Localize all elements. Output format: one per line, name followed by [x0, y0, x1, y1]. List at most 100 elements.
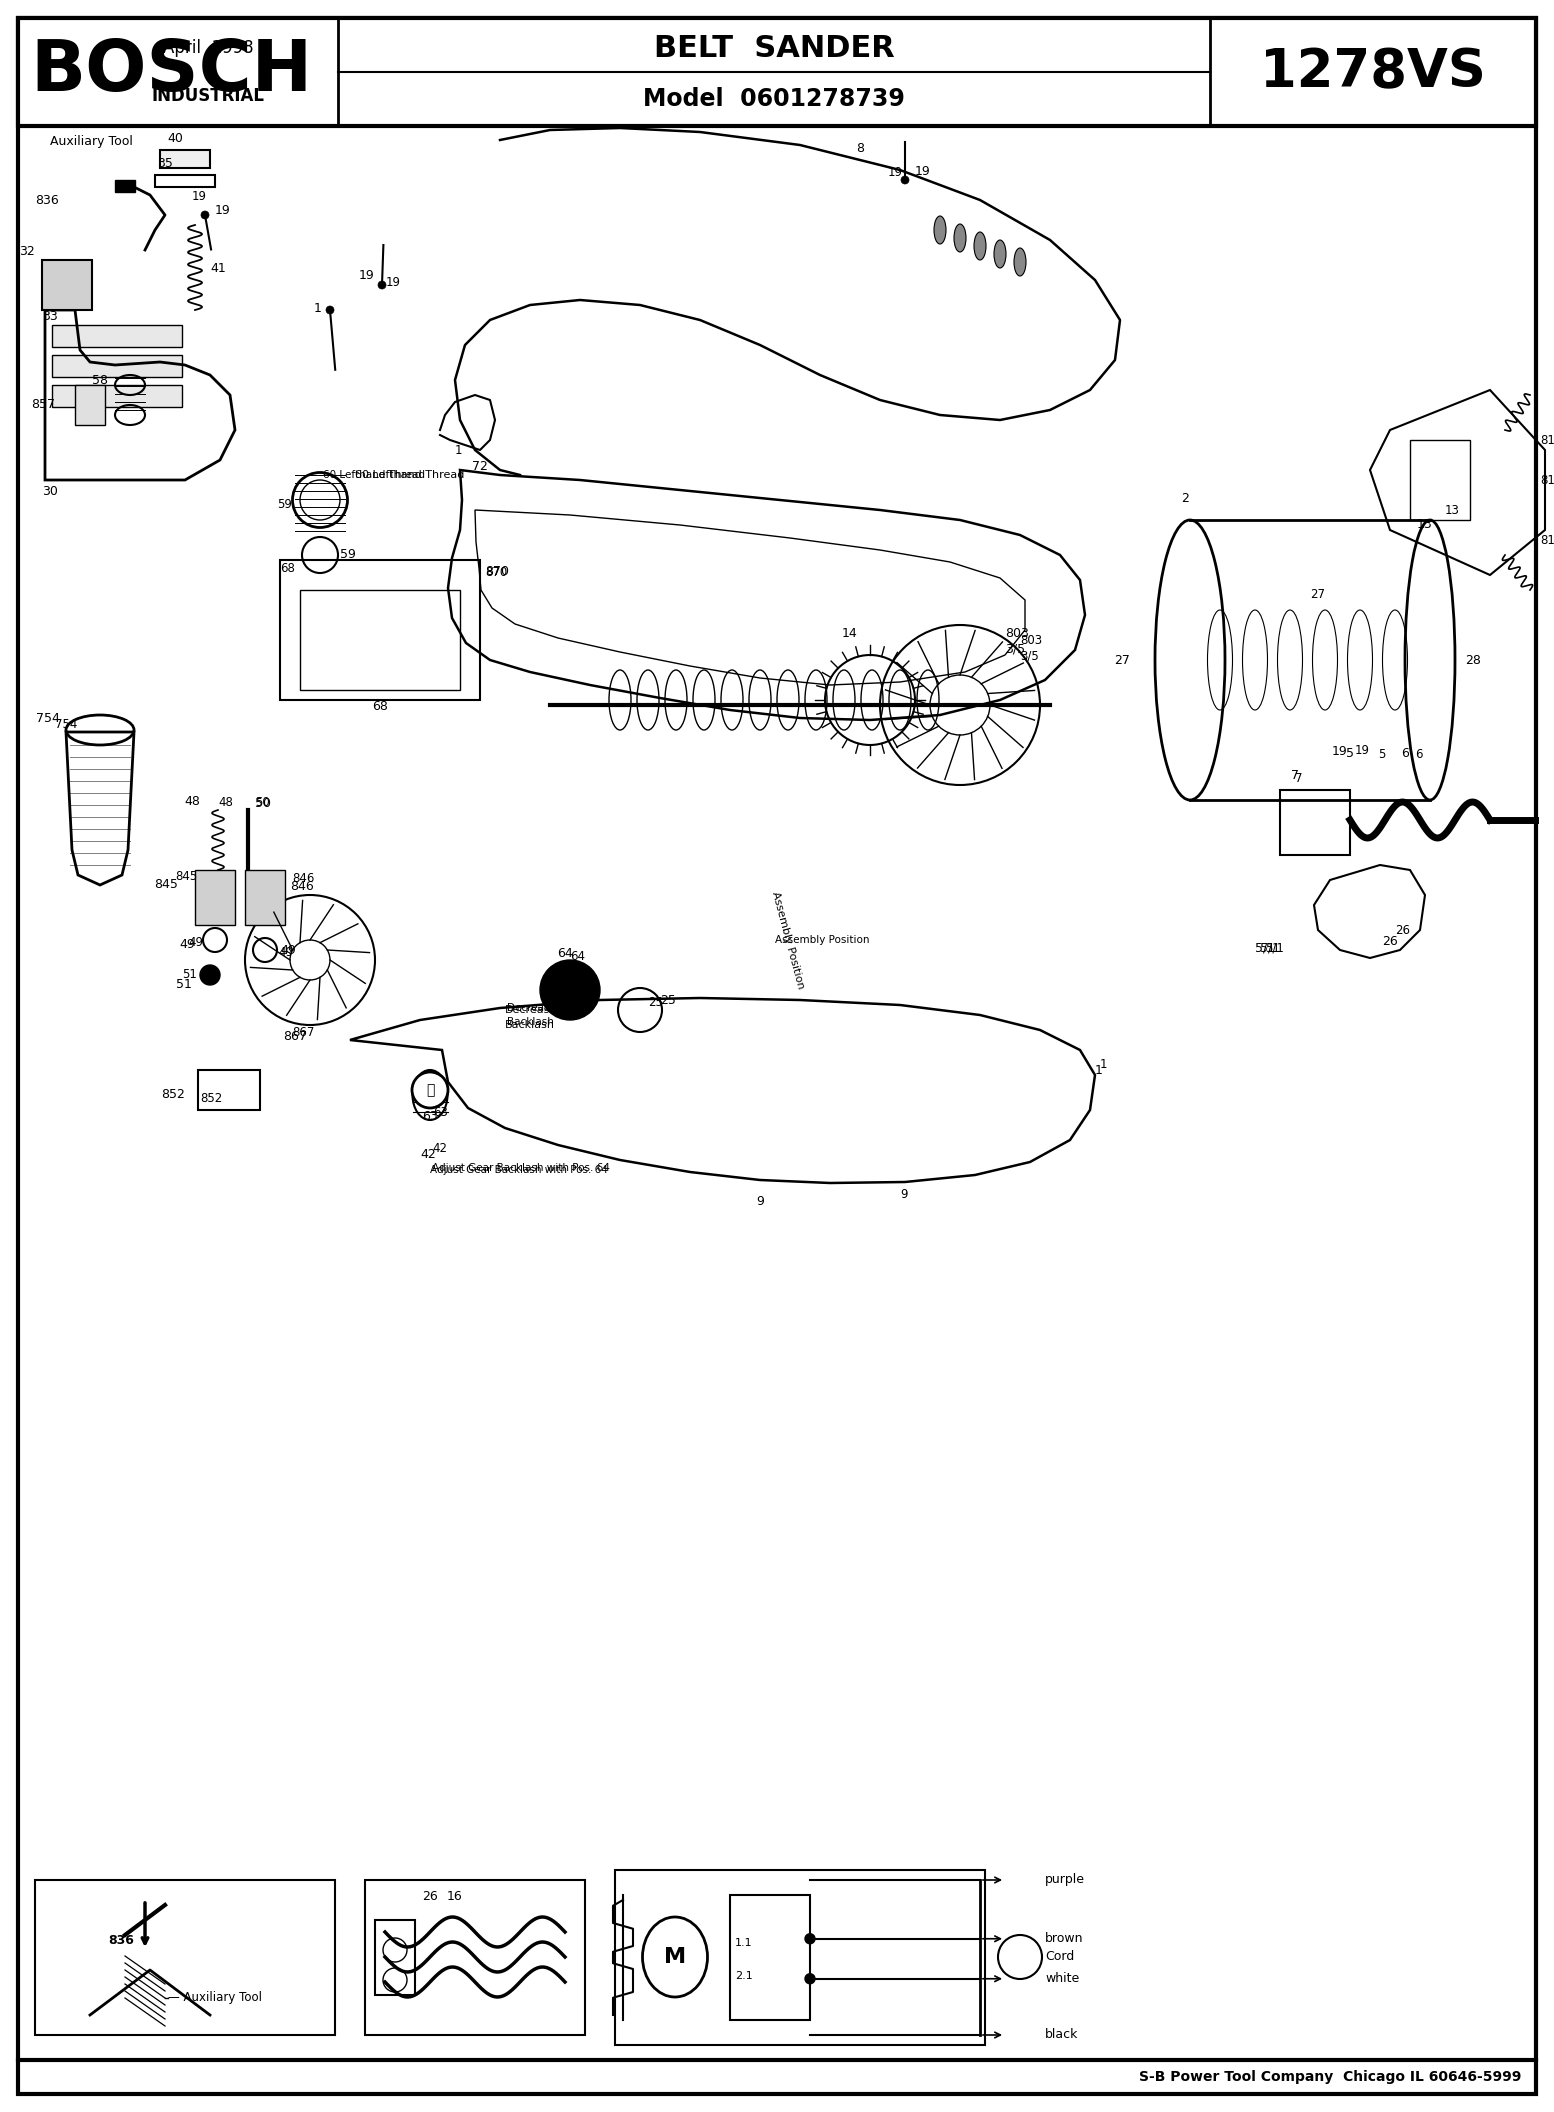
Text: 42: 42: [432, 1140, 448, 1155]
Text: 19: 19: [1355, 743, 1371, 756]
Text: 59: 59: [340, 549, 356, 562]
Text: 25: 25: [660, 993, 676, 1007]
Text: 1: 1: [455, 444, 463, 456]
Text: 19: 19: [385, 275, 401, 289]
Text: 754: 754: [54, 718, 78, 731]
Text: 40: 40: [168, 131, 183, 146]
Circle shape: [326, 306, 334, 315]
Text: 16: 16: [448, 1890, 463, 1903]
Text: 19: 19: [193, 190, 207, 203]
Text: 803: 803: [1005, 627, 1029, 640]
Circle shape: [805, 1935, 814, 1943]
Bar: [280, 560, 480, 699]
Text: 19: 19: [359, 268, 375, 283]
Circle shape: [805, 1975, 814, 1983]
Text: 72: 72: [472, 460, 488, 473]
Text: black: black: [1044, 2028, 1078, 2042]
Text: purple: purple: [1044, 1873, 1085, 1886]
Bar: [1280, 790, 1350, 855]
Circle shape: [378, 281, 385, 289]
Text: 13: 13: [1417, 520, 1433, 532]
Text: 5/1: 5/1: [1265, 942, 1284, 955]
Text: BELT  SANDER: BELT SANDER: [654, 34, 895, 63]
Text: Model  0601278739: Model 0601278739: [643, 87, 904, 112]
Bar: [51, 325, 182, 346]
Text: INDUSTRIAL: INDUSTRIAL: [151, 87, 264, 106]
Bar: [51, 355, 182, 378]
Text: Ⓣ: Ⓣ: [426, 1083, 434, 1096]
Text: Auxiliary Tool: Auxiliary Tool: [50, 135, 134, 148]
Text: 857: 857: [31, 399, 54, 412]
Text: 846: 846: [291, 881, 314, 893]
Text: 14: 14: [842, 627, 858, 640]
Text: 867: 867: [292, 1026, 314, 1039]
Circle shape: [539, 961, 600, 1020]
Ellipse shape: [934, 215, 946, 245]
Bar: [115, 180, 135, 192]
Text: 33: 33: [42, 310, 57, 323]
Bar: [730, 1894, 810, 2019]
Bar: [300, 589, 460, 691]
Text: 49: 49: [179, 938, 194, 953]
Text: Assembly Position: Assembly Position: [769, 889, 805, 991]
Text: 32: 32: [19, 245, 36, 258]
Bar: [51, 384, 182, 408]
Text: 49: 49: [188, 936, 204, 948]
Text: 19: 19: [214, 203, 230, 218]
Bar: [246, 870, 284, 925]
Bar: [19, 19, 1535, 127]
Text: Decrease: Decrease: [507, 1003, 556, 1014]
Circle shape: [200, 211, 208, 220]
Bar: [42, 260, 92, 310]
Text: 816: 816: [1540, 473, 1554, 486]
Text: 28: 28: [1465, 653, 1481, 667]
Text: 35: 35: [157, 156, 172, 169]
Text: 1.1: 1.1: [735, 1937, 752, 1947]
Text: 51: 51: [176, 978, 193, 991]
Text: 846: 846: [292, 872, 314, 885]
Text: 870: 870: [485, 566, 507, 579]
Text: 754: 754: [36, 712, 61, 724]
Text: 25: 25: [648, 995, 664, 1010]
Text: brown: brown: [1044, 1932, 1083, 1945]
Bar: [160, 150, 210, 169]
Text: 852: 852: [162, 1088, 185, 1102]
Text: 2.1: 2.1: [735, 1970, 752, 1981]
Text: white: white: [1044, 1973, 1078, 1985]
Text: 42: 42: [420, 1149, 435, 1162]
Text: 7: 7: [1294, 771, 1302, 784]
Text: 867: 867: [283, 1031, 308, 1043]
Text: 30: 30: [42, 486, 57, 498]
Bar: [197, 1071, 260, 1111]
Text: — Auxiliary Tool: — Auxiliary Tool: [168, 1992, 263, 2004]
Text: 27: 27: [1310, 589, 1326, 602]
Text: 810: 810: [1540, 433, 1554, 446]
Text: Assembly Position: Assembly Position: [775, 936, 870, 944]
Text: 5: 5: [1378, 748, 1385, 762]
Text: BOSCH: BOSCH: [30, 38, 312, 106]
Bar: [36, 1880, 336, 2036]
Text: S-B Power Tool Company  Chicago IL 60646-5999: S-B Power Tool Company Chicago IL 60646-…: [1139, 2070, 1521, 2085]
Text: 68: 68: [371, 699, 388, 714]
Text: 64: 64: [570, 950, 584, 963]
Text: 19: 19: [887, 165, 903, 180]
Text: 6: 6: [1402, 748, 1409, 760]
Text: 49: 49: [280, 944, 295, 957]
Text: Backlash: Backlash: [505, 1020, 555, 1031]
Text: 50: 50: [255, 796, 270, 811]
Text: 60 Lefthand Thread: 60 Lefthand Thread: [354, 471, 465, 479]
Text: 27: 27: [1114, 653, 1130, 667]
Text: April  1998: April 1998: [163, 40, 253, 57]
Text: Cord: Cord: [1044, 1951, 1074, 1964]
Circle shape: [901, 175, 909, 184]
Text: 2: 2: [1181, 492, 1189, 505]
Circle shape: [200, 965, 221, 984]
Text: 5/1: 5/1: [1260, 942, 1280, 955]
Text: 3/5: 3/5: [1005, 642, 1026, 655]
Text: 63: 63: [434, 1107, 448, 1119]
Text: 9: 9: [757, 1195, 765, 1208]
Text: 26: 26: [1395, 923, 1409, 936]
Text: 60 Lefthand Thread: 60 Lefthand Thread: [323, 471, 424, 479]
Text: 3/5: 3/5: [1019, 650, 1038, 663]
Text: 6: 6: [1416, 748, 1422, 762]
